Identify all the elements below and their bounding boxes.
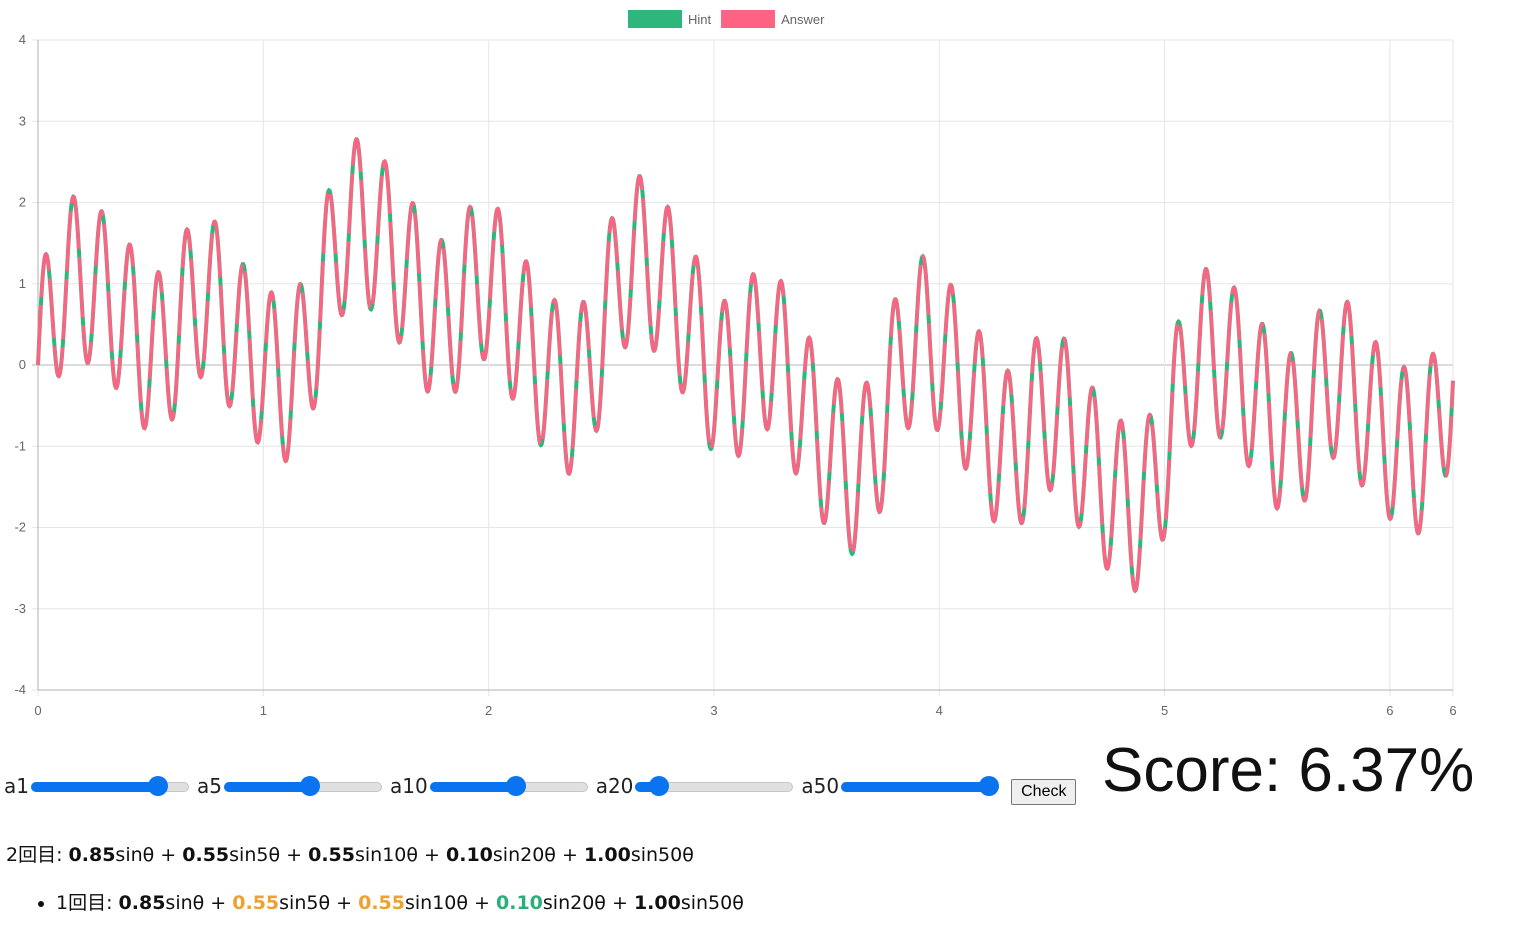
slider-fill [429,782,516,792]
slider-fill [841,782,990,792]
control-a10: a10 [390,774,588,798]
control-a20: a20 [596,774,794,798]
legend-swatch-hint [628,10,682,28]
y-tick-label: 1 [19,276,26,291]
term-function: sin50θ [680,892,744,914]
control-a5: a5 [197,774,382,798]
y-tick-label: -2 [14,520,26,535]
chart-legend: Hint Answer [628,10,834,28]
slider-label-a1: a1 [4,774,29,798]
x-tick-label: 6 [1386,703,1393,718]
legend-label-answer: Answer [781,11,825,27]
x-tick-label: 2 [485,703,492,718]
slider-label-a10: a10 [389,774,428,798]
controls-bar: a1 a5 a10 a20 a50 [4,768,1077,805]
y-tick-label: -3 [14,601,26,616]
term-function: sin20θ + [492,844,584,866]
term-coefficient: 0.55 [182,844,230,866]
x-tick-label: 0 [34,703,41,718]
slider-thumb[interactable] [979,776,1000,796]
slider-thumb[interactable] [649,776,670,796]
term-function: sin10θ + [354,844,447,866]
current-round-formula: 2回目: 0.85sinθ + 0.55sin5θ + 0.55sin10θ +… [6,840,694,867]
legend-label-hint: Hint [688,11,712,27]
slider-label-a50: a50 [801,774,840,798]
slider-thumb[interactable] [299,776,320,796]
x-tick-label: 4 [936,703,943,718]
x-tick-label: 1 [260,703,267,718]
slider-fill [223,782,310,792]
term-coefficient: 0.85 [68,844,116,866]
slider-label-a20: a20 [595,774,634,798]
x-tick-label: 3 [710,703,717,718]
round-prefix: 2回目: [6,844,69,866]
y-tick-label: -1 [14,438,26,453]
legend-swatch-answer [721,10,776,28]
slider-a50[interactable] [841,776,1000,796]
term-function: sin50θ [630,844,694,866]
term-function: sin20θ + [542,892,634,914]
control-a50: a50 [801,774,1000,798]
y-tick-label: 3 [19,113,26,128]
y-tick-label: 0 [19,357,26,372]
series-line-answer [36,137,1455,594]
term-coefficient: 1.00 [583,844,631,866]
control-a1: a1 [4,774,189,798]
term-coefficient: 1.00 [633,892,681,914]
history-list: 1回目: 0.85sinθ + 0.55sin5θ + 0.55sin10θ +… [0,888,744,915]
y-tick-label: -4 [14,682,26,697]
x-tick-label: 5 [1161,703,1168,718]
y-tick-label: 2 [19,195,26,210]
x-tick-label: 6 [1449,703,1456,718]
y-tick-label: 4 [19,32,26,47]
slider-thumb[interactable] [148,776,169,796]
term-function: sinθ + [165,892,233,914]
term-coefficient: 0.10 [496,892,543,914]
wave-chart: 4 3 2 1 0 -1 -2 -3 -4 0 1 2 3 4 5 6 6 [14,32,1456,718]
slider-a10[interactable] [429,776,588,796]
term-coefficient: 0.55 [358,892,405,914]
term-coefficient: 0.55 [308,844,355,866]
term-coefficient: 0.55 [232,892,280,914]
score-display: Score: 6.37% [1102,736,1475,805]
term-coefficient: 0.10 [446,844,493,866]
term-coefficient: 0.85 [118,892,166,914]
term-function: sin5θ + [279,892,359,914]
term-function: sin5θ + [229,844,309,866]
term-function: sinθ + [115,844,183,866]
slider-fill [30,782,159,792]
chart-svg: 4 3 2 1 0 -1 -2 -3 -4 0 1 2 3 4 5 6 6 [14,32,1456,718]
legend-item-hint[interactable]: Hint [628,10,711,28]
term-function: sin10θ + [404,892,497,914]
slider-thumb[interactable] [505,776,526,796]
slider-a1[interactable] [30,776,189,796]
slider-fill [635,782,660,792]
history-item: 1回目: 0.85sinθ + 0.55sin5θ + 0.55sin10θ +… [56,888,744,915]
slider-a5[interactable] [223,776,382,796]
round-prefix: 1回目: [56,892,119,914]
slider-label-a5: a5 [196,774,222,798]
legend-item-answer[interactable]: Answer [721,10,824,28]
slider-a20[interactable] [635,776,794,796]
check-button[interactable]: Check [1011,779,1077,805]
